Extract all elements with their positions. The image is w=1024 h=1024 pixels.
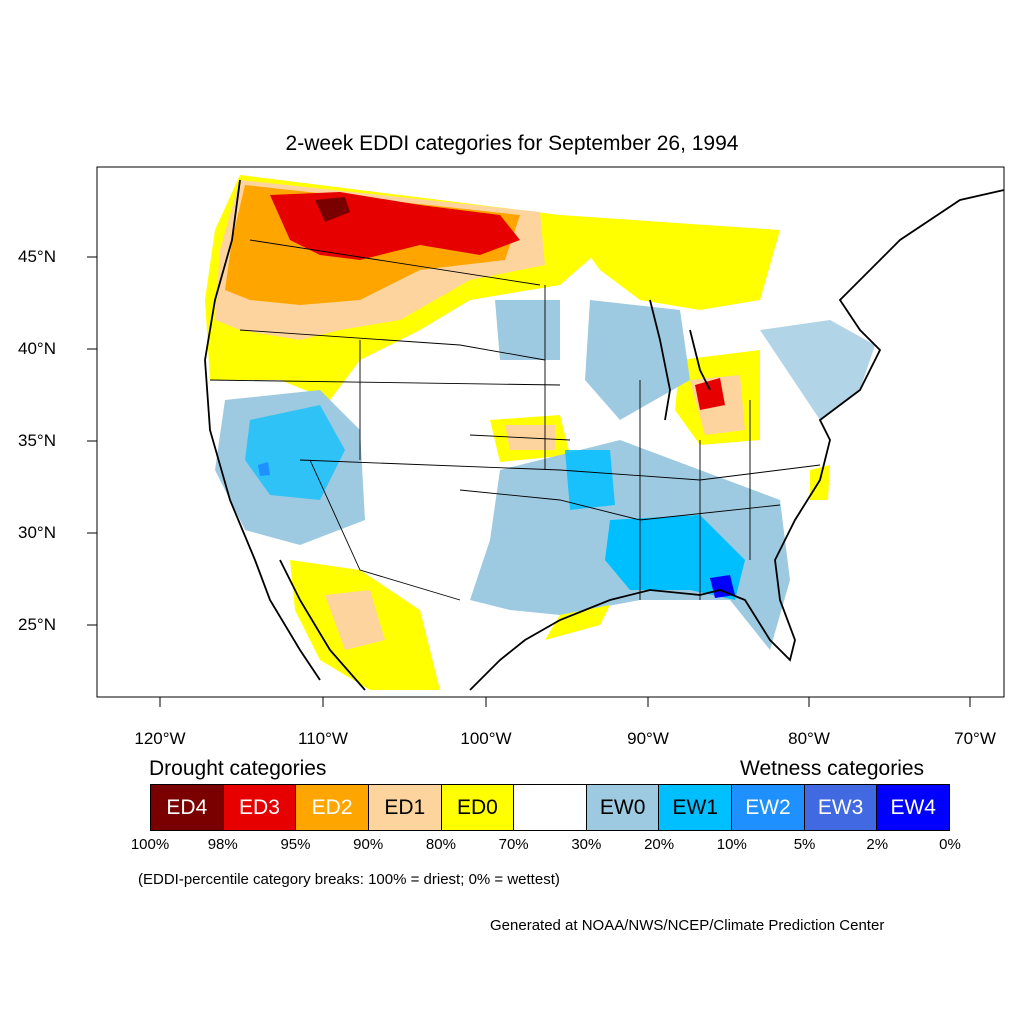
- credit-line: Generated at NOAA/NWS/NCEP/Climate Predi…: [490, 917, 885, 934]
- lat-label-30n: 30°N: [18, 523, 56, 542]
- ew0-region-plains-north: [495, 300, 560, 360]
- legend-cell-ed4: ED4: [151, 785, 224, 830]
- legend-cell-ed1: ED1: [368, 785, 442, 830]
- lon-label-120w: 120°W: [134, 729, 186, 748]
- category-legend: ED4 ED3 ED2 ED1 ED0 EW0 EW1 EW2 EW3 EW4: [150, 784, 950, 831]
- percentile-label: 2%: [866, 836, 889, 853]
- lat-label-25n: 25°N: [18, 615, 56, 634]
- drought-heading: Drought categories: [149, 757, 327, 780]
- legend-cell-ed3: ED3: [223, 785, 297, 830]
- percentile-label: 90%: [353, 836, 384, 853]
- ew4-spot-florida: [710, 575, 735, 598]
- legend-cell-ed0: ED0: [441, 785, 515, 830]
- lon-label-80w: 80°W: [788, 729, 830, 748]
- coastlines: [204, 179, 1005, 691]
- percentile-label: 30%: [571, 836, 602, 853]
- percentile-label: 20%: [644, 836, 675, 853]
- percentile-label: 0%: [939, 836, 961, 853]
- legend-cell-ew1: EW1: [659, 785, 733, 830]
- ed0-region-coastal-south: [545, 605, 610, 640]
- ed3-region-michigan: [695, 378, 725, 410]
- ew2-spot-nevada: [258, 462, 270, 476]
- axis-ticks: [87, 256, 971, 707]
- legend-cell-ew4: EW4: [877, 785, 950, 830]
- ew0-region-northeast: [760, 320, 875, 420]
- lat-label-35n: 35°N: [18, 431, 56, 450]
- percentile-label: 95%: [280, 836, 311, 853]
- legend-cell-ew2: EW2: [732, 785, 805, 830]
- legend-cell-ew3: EW3: [804, 785, 878, 830]
- lat-label-45n: 45°N: [18, 247, 56, 266]
- percentile-label: 80%: [425, 836, 456, 853]
- ed0-spot-carolinas: [810, 465, 830, 500]
- category-note: (EDDI-percentile category breaks: 100% =…: [138, 871, 560, 888]
- legend-cell-ed2: ED2: [296, 785, 369, 830]
- state-borders: [209, 239, 821, 601]
- ew1-region-southwest: [245, 405, 345, 500]
- ew1-region-arkansas: [565, 450, 615, 510]
- lon-label-70w: 70°W: [954, 729, 996, 748]
- ed1-region-mexico: [325, 590, 385, 650]
- percentile-label: 10%: [716, 836, 747, 853]
- ed4-spot-montana: [315, 197, 350, 222]
- map-title: 2-week EDDI categories for September 26,…: [285, 132, 739, 155]
- percentile-label: 70%: [498, 836, 529, 853]
- lon-label-100w: 100°W: [460, 729, 512, 748]
- legend-cell-neutral: [514, 785, 587, 830]
- ed0-region-great-lakes-north: [560, 215, 780, 310]
- percentile-label: 100%: [130, 836, 170, 853]
- percentile-label: 5%: [793, 836, 816, 853]
- percentile-label: 98%: [207, 836, 238, 853]
- ed1-region-kansas: [505, 425, 555, 450]
- wetness-heading: Wetness categories: [740, 757, 925, 780]
- lat-label-40n: 40°N: [18, 339, 56, 358]
- ew0-region-upper-midwest: [585, 300, 690, 420]
- lon-label-90w: 90°W: [627, 729, 669, 748]
- lon-label-110w: 110°W: [298, 729, 348, 748]
- legend-cell-ew0: EW0: [586, 785, 660, 830]
